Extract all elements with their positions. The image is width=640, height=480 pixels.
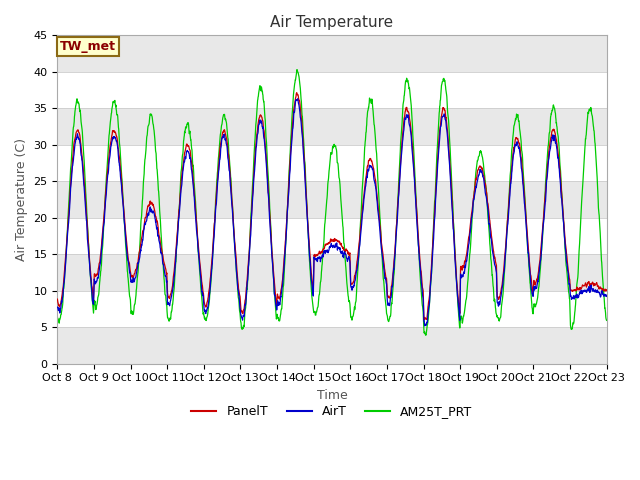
Bar bbox=[58, 36, 607, 72]
Bar bbox=[58, 108, 607, 145]
Bar bbox=[58, 218, 607, 254]
X-axis label: Time: Time bbox=[317, 389, 348, 402]
Title: Air Temperature: Air Temperature bbox=[271, 15, 394, 30]
Text: TW_met: TW_met bbox=[60, 40, 116, 53]
Bar bbox=[58, 291, 607, 327]
Legend: PanelT, AirT, AM25T_PRT: PanelT, AirT, AM25T_PRT bbox=[186, 400, 477, 423]
Bar bbox=[58, 254, 607, 291]
Y-axis label: Air Temperature (C): Air Temperature (C) bbox=[15, 138, 28, 261]
Bar bbox=[58, 181, 607, 218]
Bar bbox=[58, 72, 607, 108]
Bar bbox=[58, 327, 607, 364]
Bar bbox=[58, 145, 607, 181]
